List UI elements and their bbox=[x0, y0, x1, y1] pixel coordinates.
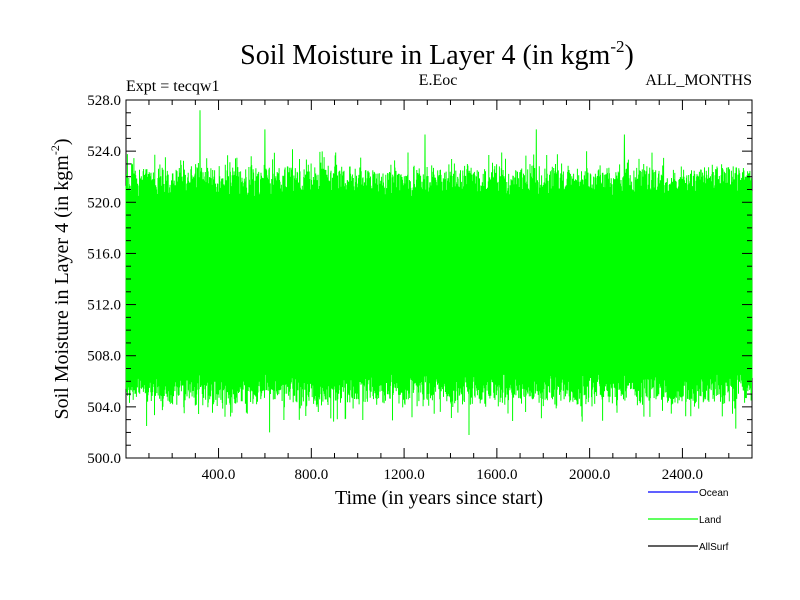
y-tick-label: 516.0 bbox=[87, 246, 121, 262]
chart-title: Soil Moisture in Layer 4 (in kgm-2) bbox=[240, 37, 634, 71]
y-tick-label: 528.0 bbox=[87, 93, 121, 109]
chart-title-end: ) bbox=[625, 40, 634, 71]
months-label: ALL_MONTHS bbox=[645, 72, 752, 89]
series-land-line bbox=[125, 110, 753, 436]
y-axis-label-main: Soil Moisture in Layer 4 (in kgm bbox=[51, 155, 73, 420]
y-tick-label: 520.0 bbox=[87, 195, 121, 211]
x-tick-label: 2400.0 bbox=[662, 467, 703, 483]
y-tick-label: 500.0 bbox=[87, 451, 121, 467]
y-axis-label-end: ) bbox=[51, 138, 73, 145]
legend-label-ocean: Ocean bbox=[699, 488, 728, 499]
y-axis-label: Soil Moisture in Layer 4 (in kgm-2) bbox=[48, 138, 73, 419]
y-axis-label-superscript: -2 bbox=[48, 145, 62, 155]
x-axis-ticks: 400.0 800.0 1200.0 1600.0 2000.0 2400.0 bbox=[148, 100, 730, 483]
y-tick-label: 508.0 bbox=[87, 349, 121, 365]
legend-label-allsurf: AllSurf bbox=[699, 542, 729, 553]
y-tick-label: 524.0 bbox=[87, 144, 121, 160]
run-label: E.Eoc bbox=[419, 72, 458, 89]
chart-title-main: Soil Moisture in Layer 4 (in kgm bbox=[240, 40, 610, 71]
y-tick-label: 512.0 bbox=[87, 298, 121, 314]
chart-title-superscript: -2 bbox=[610, 37, 624, 56]
y-tick-label: 504.0 bbox=[87, 400, 121, 416]
x-tick-label: 1200.0 bbox=[383, 467, 424, 483]
x-tick-label: 400.0 bbox=[202, 467, 236, 483]
x-axis-label: Time (in years since start) bbox=[335, 487, 543, 509]
x-tick-label: 1600.0 bbox=[476, 467, 517, 483]
x-tick-label: 2000.0 bbox=[569, 467, 610, 483]
x-tick-label: 800.0 bbox=[294, 467, 328, 483]
series-land-group bbox=[125, 110, 753, 436]
experiment-label: Expt = tecqw1 bbox=[126, 78, 219, 95]
plot-area: 400.0 800.0 1200.0 1600.0 2000.0 2400.0 500.0… bbox=[87, 93, 753, 483]
y-axis-ticks: 500.0 504.0 508.0 512.0 516.0 520.0 524.0 528.0 bbox=[87, 93, 752, 467]
legend-label-land: Land bbox=[699, 515, 721, 526]
legend: Ocean Land AllSurf bbox=[648, 488, 729, 553]
